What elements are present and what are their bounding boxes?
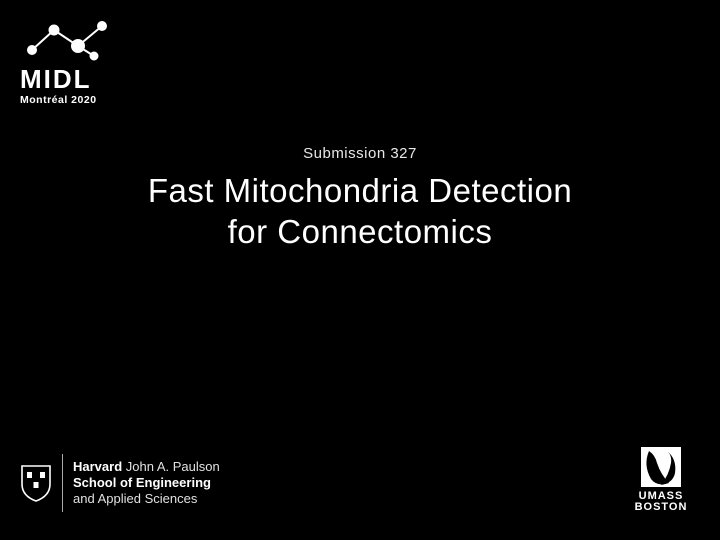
harvard-line2: School of Engineering <box>73 475 220 491</box>
midl-graph-icon <box>20 16 140 64</box>
harvard-affiliation: Harvard John A. Paulson School of Engine… <box>20 454 220 512</box>
harvard-shield-icon <box>20 464 52 502</box>
midl-name: MIDL <box>20 66 140 92</box>
harvard-text: Harvard John A. Paulson School of Engine… <box>73 459 220 508</box>
title-line-1: Fast Mitochondria Detection <box>0 170 720 211</box>
title-slide: MIDL Montréal 2020 Submission 327 Fast M… <box>0 0 720 540</box>
umass-logo-icon <box>637 445 685 489</box>
harvard-line3: and Applied Sciences <box>73 491 220 507</box>
midl-subtitle: Montréal 2020 <box>20 94 140 106</box>
umass-line2: BOSTON <box>626 502 696 514</box>
title-block: Submission 327 Fast Mitochondria Detecti… <box>0 145 720 253</box>
divider <box>62 454 63 512</box>
harvard-line1: Harvard John A. Paulson <box>73 459 220 475</box>
submission-label: Submission 327 <box>0 145 720 162</box>
umass-affiliation: UMASS BOSTON <box>626 445 696 514</box>
title-line-2: for Connectomics <box>0 211 720 252</box>
midl-logo: MIDL Montréal 2020 <box>20 16 140 106</box>
